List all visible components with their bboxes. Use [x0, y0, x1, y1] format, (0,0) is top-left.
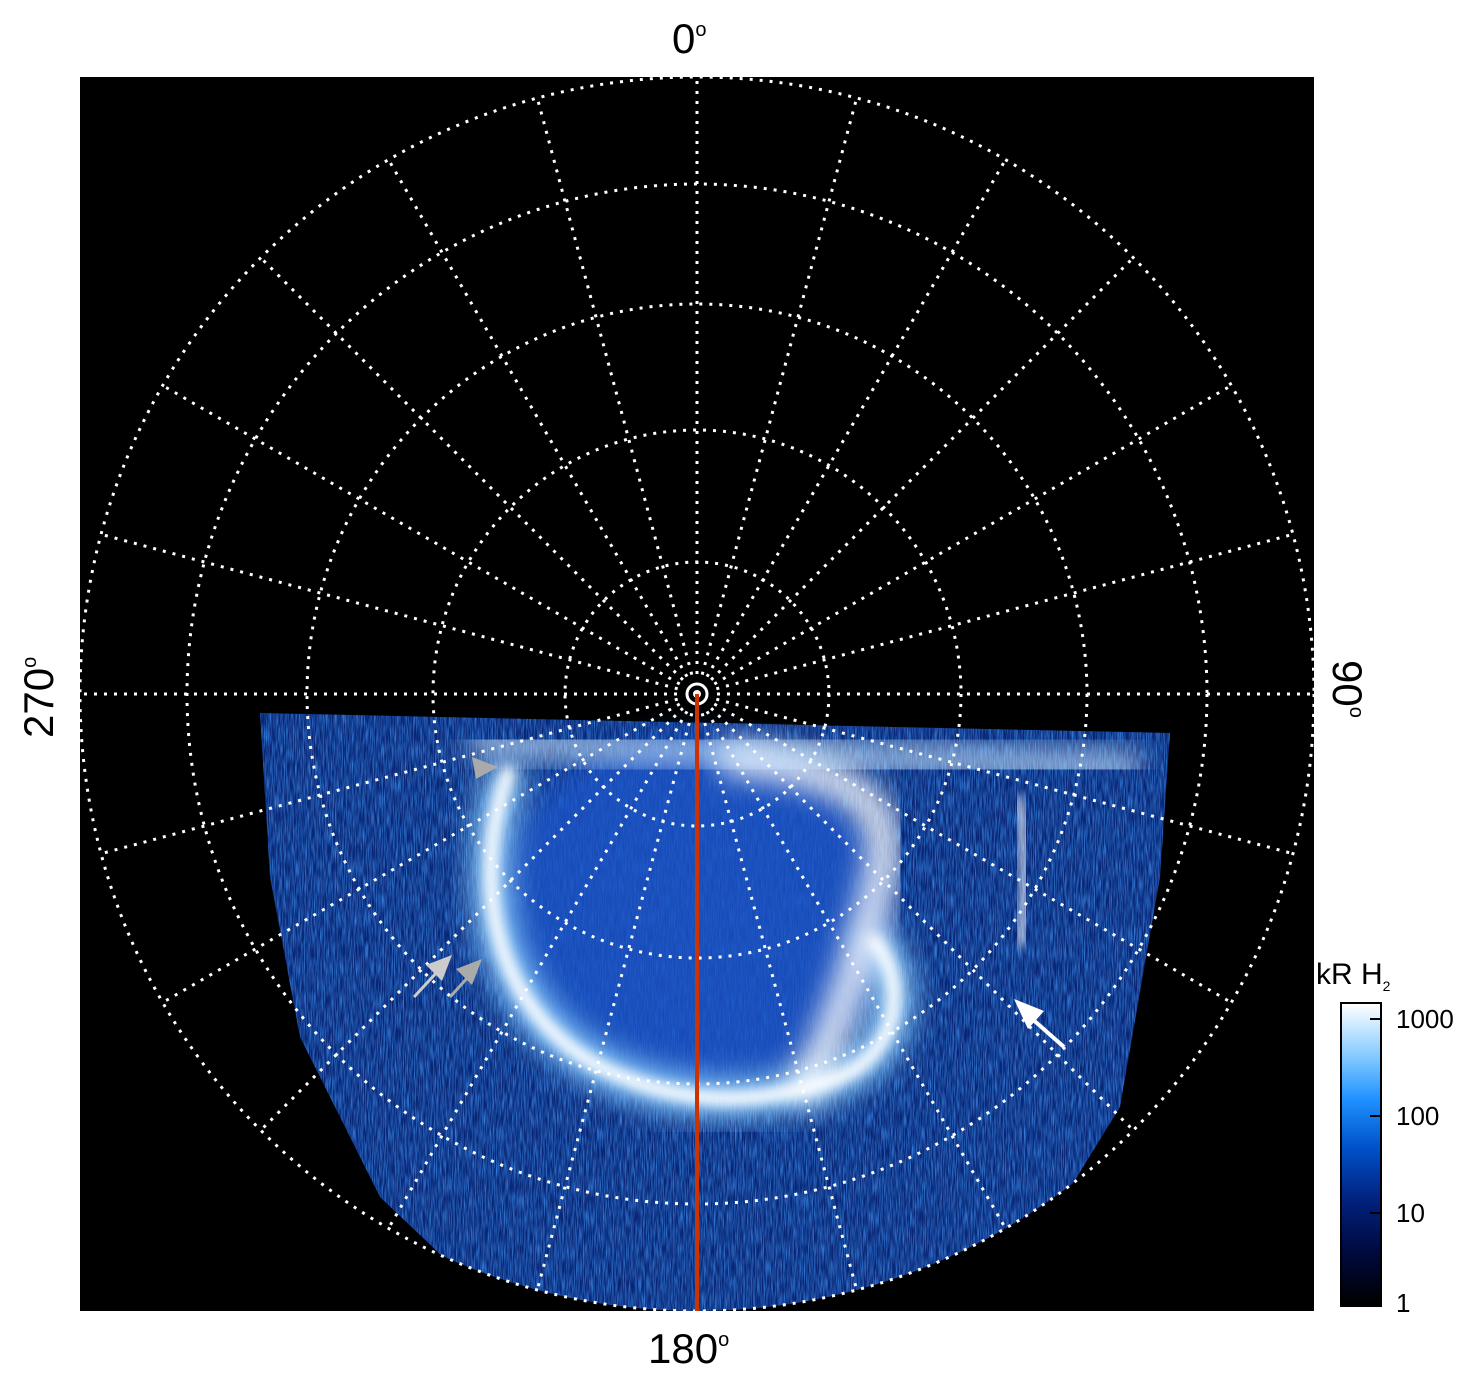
label-270-degrees: 270o — [15, 656, 62, 738]
colorbar-tick-label: 10 — [1396, 1198, 1425, 1228]
gray-arrowhead-icon — [472, 757, 498, 779]
longitude-line — [387, 158, 689, 678]
colorbar-tickmark — [1370, 1212, 1382, 1214]
colorbar-tick-label: 100 — [1396, 1101, 1440, 1131]
gray-arrow-icon — [448, 959, 482, 999]
polar-aurora-image — [78, 75, 1316, 1313]
isolated-arc — [1014, 796, 1029, 948]
colorbar — [1340, 1002, 1382, 1307]
longitude-line — [715, 532, 1294, 691]
white-arrow-icon — [1014, 999, 1066, 1049]
polar-region — [490, 737, 890, 1097]
label-0-degrees: 0o — [672, 15, 707, 62]
longitude-line — [535, 97, 694, 676]
limb-fringe — [469, 727, 1141, 782]
colorbar-tickmark — [1370, 1115, 1382, 1117]
main-oval — [484, 764, 901, 1106]
colorbar-tick-label: 1 — [1396, 1288, 1411, 1318]
gray-arrow-icon — [412, 955, 452, 999]
longitude-line — [705, 158, 1007, 678]
longitude-line — [713, 384, 1233, 686]
colorbar-title: kR H2 — [1316, 958, 1391, 994]
colorbar-tickmark — [1370, 1018, 1382, 1020]
longitude-line — [710, 256, 1135, 681]
polar-projection-svg — [78, 75, 1316, 1313]
colorbar-tickmark — [1370, 1302, 1382, 1304]
label-90-degrees: 90o — [1324, 660, 1371, 718]
longitude-line — [259, 256, 684, 681]
longitude-line — [161, 384, 681, 686]
dawn-band — [718, 740, 901, 1106]
label-180-degrees: 180o — [648, 1325, 730, 1372]
aurora-emission — [260, 713, 1170, 1311]
latitude-circle — [431, 428, 963, 960]
colorbar-tick-label: 1000 — [1396, 1004, 1454, 1034]
